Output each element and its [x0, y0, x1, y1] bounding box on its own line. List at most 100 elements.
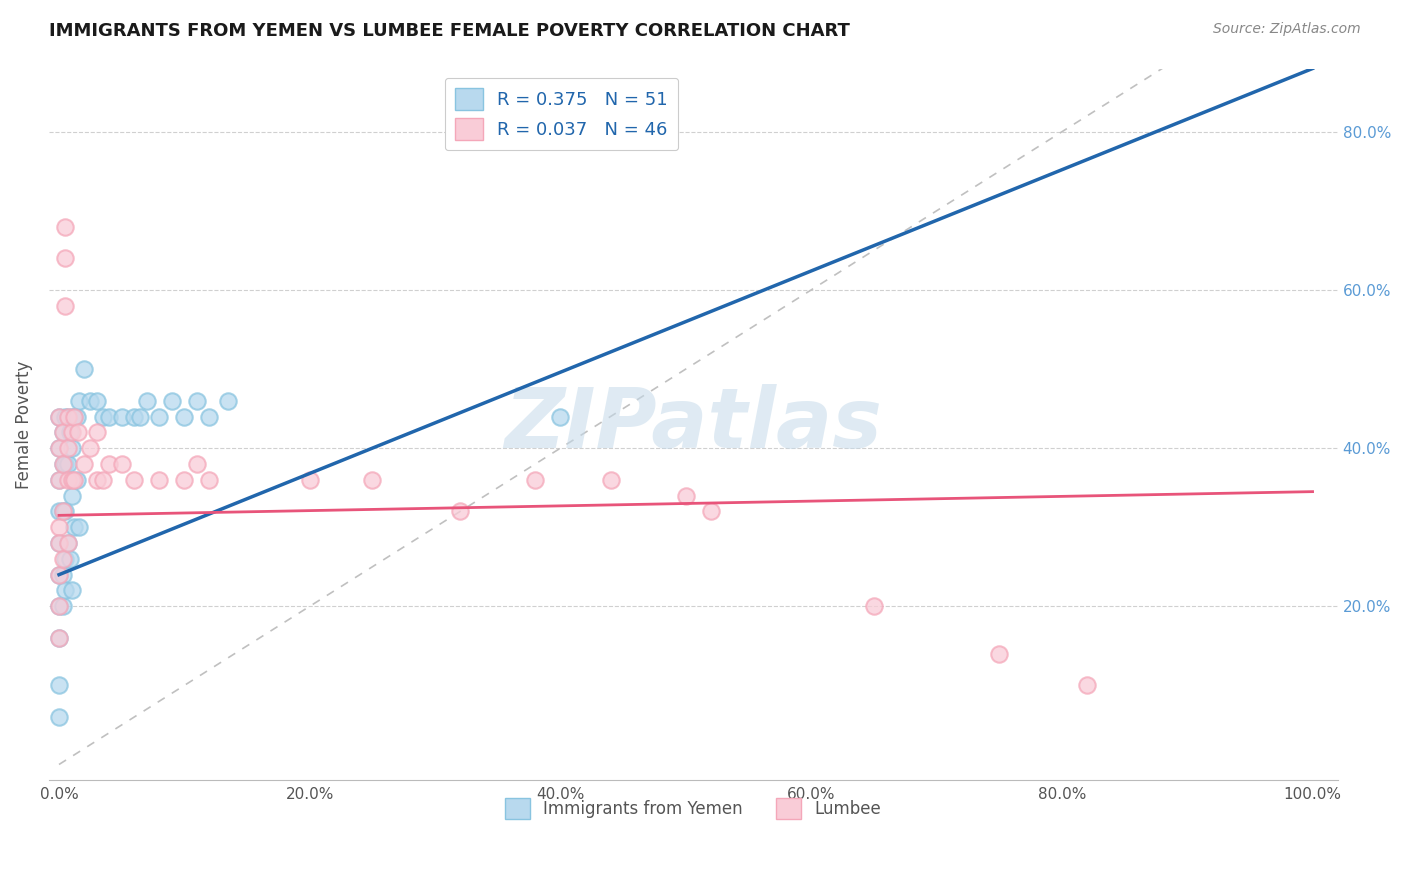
Point	[361, 473, 384, 487]
Point	[53, 299, 76, 313]
Point	[60, 425, 83, 440]
Point	[60, 409, 83, 424]
Point	[66, 425, 89, 440]
Point	[186, 457, 208, 471]
Point	[53, 583, 76, 598]
Point	[65, 409, 87, 424]
Point	[53, 219, 76, 234]
Point	[48, 599, 70, 614]
Point	[60, 441, 83, 455]
Point	[135, 393, 157, 408]
Point	[86, 393, 108, 408]
Point	[98, 409, 121, 424]
Point	[52, 599, 75, 614]
Point	[56, 473, 79, 487]
Point	[122, 409, 145, 424]
Point	[60, 583, 83, 598]
Point	[48, 567, 70, 582]
Point	[111, 457, 134, 471]
Point	[700, 504, 723, 518]
Point	[48, 710, 70, 724]
Point	[111, 409, 134, 424]
Point	[53, 504, 76, 518]
Point	[148, 473, 170, 487]
Point	[60, 473, 83, 487]
Point	[217, 393, 239, 408]
Point	[56, 441, 79, 455]
Point	[198, 409, 221, 424]
Y-axis label: Female Poverty: Female Poverty	[15, 360, 32, 489]
Point	[91, 473, 114, 487]
Point	[52, 425, 75, 440]
Point	[98, 457, 121, 471]
Point	[53, 457, 76, 471]
Point	[48, 441, 70, 455]
Point	[48, 567, 70, 582]
Point	[599, 473, 621, 487]
Point	[56, 409, 79, 424]
Point	[160, 393, 183, 408]
Point	[53, 552, 76, 566]
Point	[48, 536, 70, 550]
Point	[52, 504, 75, 518]
Point	[67, 393, 90, 408]
Point	[59, 552, 82, 566]
Point	[186, 393, 208, 408]
Text: ZIPatlas: ZIPatlas	[505, 384, 882, 465]
Point	[48, 504, 70, 518]
Point	[862, 599, 884, 614]
Legend: Immigrants from Yemen, Lumbee: Immigrants from Yemen, Lumbee	[499, 792, 889, 825]
Point	[48, 678, 70, 692]
Point	[56, 409, 79, 424]
Point	[53, 409, 76, 424]
Point	[48, 631, 70, 645]
Point	[63, 409, 86, 424]
Point	[79, 393, 101, 408]
Point	[48, 536, 70, 550]
Point	[524, 473, 547, 487]
Point	[48, 520, 70, 534]
Point	[550, 409, 572, 424]
Point	[56, 536, 79, 550]
Point	[52, 457, 75, 471]
Point	[73, 362, 96, 376]
Point	[988, 647, 1011, 661]
Point	[56, 536, 79, 550]
Point	[48, 473, 70, 487]
Point	[60, 489, 83, 503]
Point	[173, 409, 195, 424]
Point	[59, 425, 82, 440]
Point	[122, 473, 145, 487]
Point	[48, 473, 70, 487]
Point	[86, 473, 108, 487]
Point	[91, 409, 114, 424]
Point	[1076, 678, 1098, 692]
Point	[48, 599, 70, 614]
Point	[63, 520, 86, 534]
Point	[56, 457, 79, 471]
Point	[67, 520, 90, 534]
Point	[48, 409, 70, 424]
Text: IMMIGRANTS FROM YEMEN VS LUMBEE FEMALE POVERTY CORRELATION CHART: IMMIGRANTS FROM YEMEN VS LUMBEE FEMALE P…	[49, 22, 851, 40]
Point	[52, 457, 75, 471]
Point	[52, 425, 75, 440]
Point	[48, 631, 70, 645]
Point	[298, 473, 321, 487]
Point	[48, 409, 70, 424]
Point	[48, 441, 70, 455]
Point	[63, 409, 86, 424]
Point	[63, 473, 86, 487]
Point	[53, 252, 76, 266]
Text: Source: ZipAtlas.com: Source: ZipAtlas.com	[1213, 22, 1361, 37]
Point	[449, 504, 471, 518]
Point	[65, 473, 87, 487]
Point	[73, 457, 96, 471]
Point	[129, 409, 152, 424]
Point	[86, 425, 108, 440]
Point	[675, 489, 697, 503]
Point	[173, 473, 195, 487]
Point	[198, 473, 221, 487]
Point	[52, 567, 75, 582]
Point	[79, 441, 101, 455]
Point	[52, 504, 75, 518]
